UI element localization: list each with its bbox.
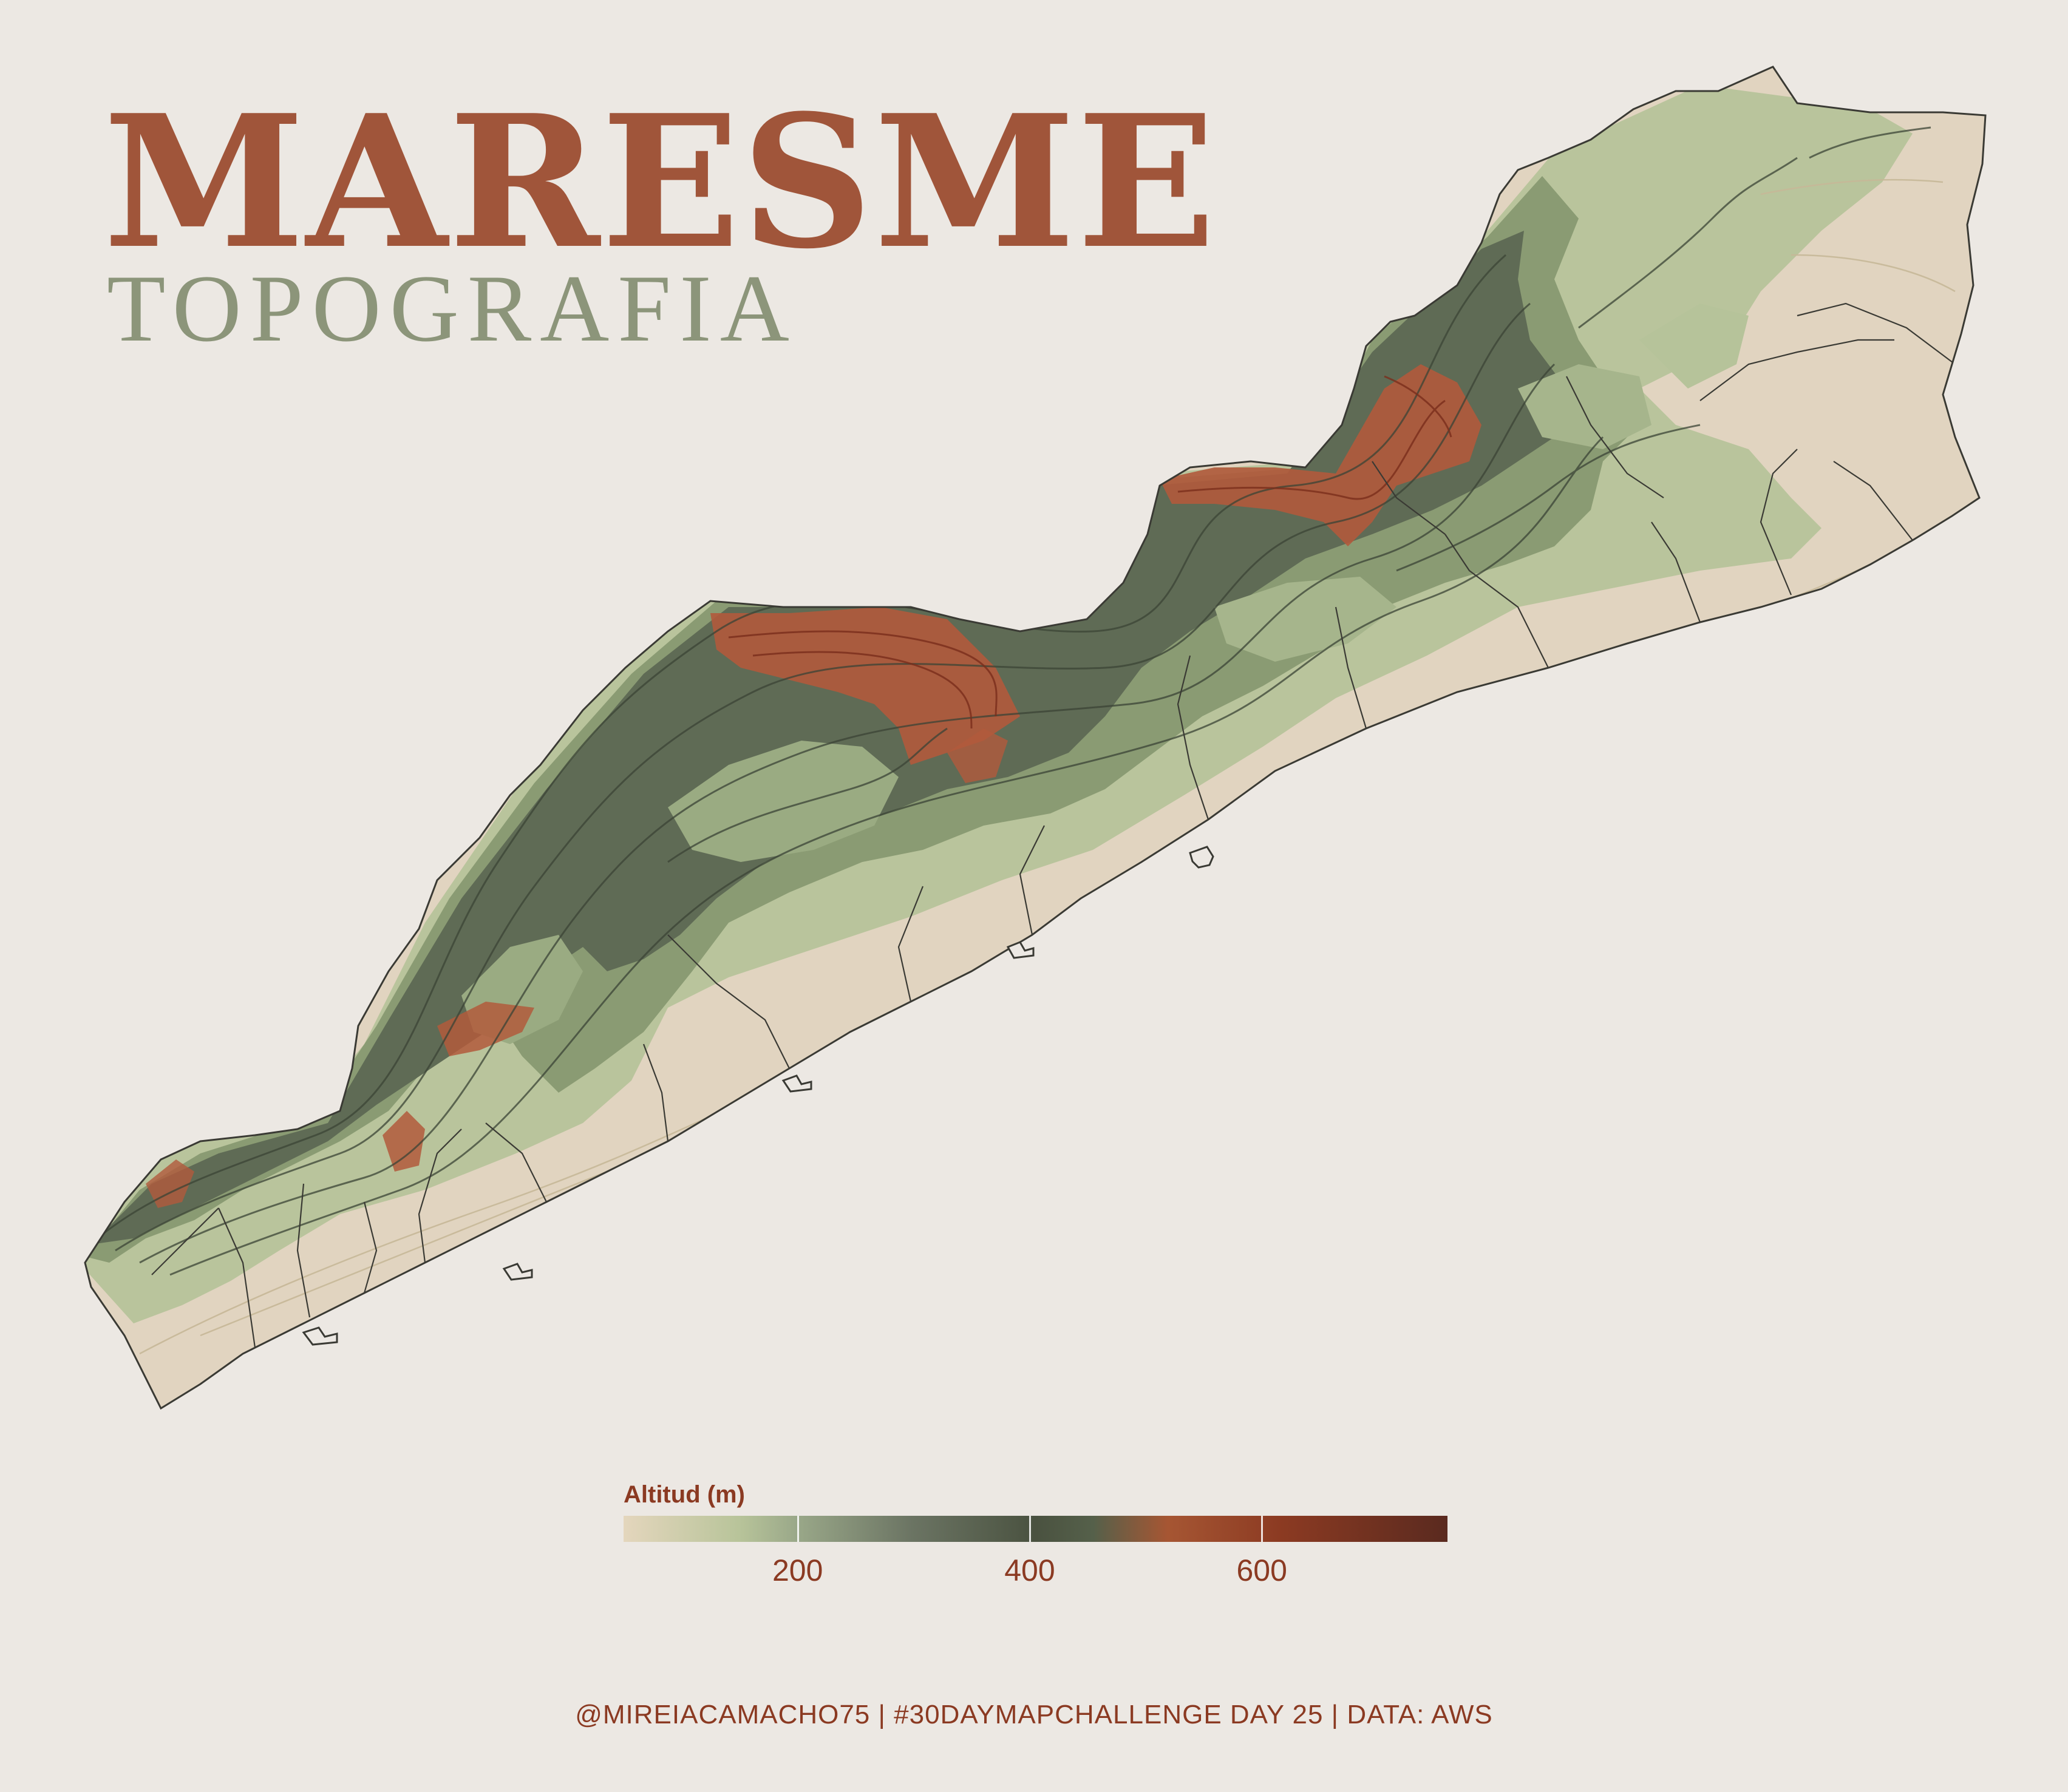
legend-tick (1029, 1516, 1031, 1542)
valley-patch (1214, 577, 1396, 662)
legend-tick (1261, 1516, 1264, 1542)
map-title: MARESME (103, 75, 1217, 289)
harbour-icon (1189, 846, 1214, 869)
altitude-legend: Altitud (m) 200 400 600 (624, 1481, 1447, 1609)
maresme-outline (84, 66, 1987, 1410)
legend-tick (797, 1516, 799, 1542)
summit-area (1160, 364, 1481, 546)
valley-patch (668, 741, 899, 862)
contour-lines (97, 126, 1931, 1276)
valley-patch (1518, 364, 1651, 449)
legend-tick-label: 400 (1004, 1553, 1055, 1587)
harbour-icon (502, 1263, 533, 1281)
legend-tick-label: 200 (772, 1553, 823, 1587)
summit-area (710, 607, 1020, 765)
harbour-markers (302, 846, 1214, 1346)
valley-patch (1639, 304, 1749, 389)
harbour-icon (302, 1326, 338, 1346)
credit-caption: @MIREIACAMACHO75 | #30DAYMAPCHALLENGE DA… (575, 1700, 1493, 1729)
summit-area (383, 1111, 425, 1172)
summit-area (947, 728, 1008, 783)
harbour-icon (1006, 941, 1035, 959)
summit-area (146, 1159, 194, 1208)
municipal-boundaries (151, 302, 1974, 1348)
legend-title: Altitud (m) (624, 1481, 745, 1508)
map-subtitle: TOPOGRAFIA (107, 256, 798, 362)
legend-color-bar (624, 1516, 1447, 1542)
legend-tick-label: 600 (1236, 1553, 1287, 1587)
summit-contours (728, 375, 1452, 729)
harbour-icon (781, 1074, 812, 1093)
